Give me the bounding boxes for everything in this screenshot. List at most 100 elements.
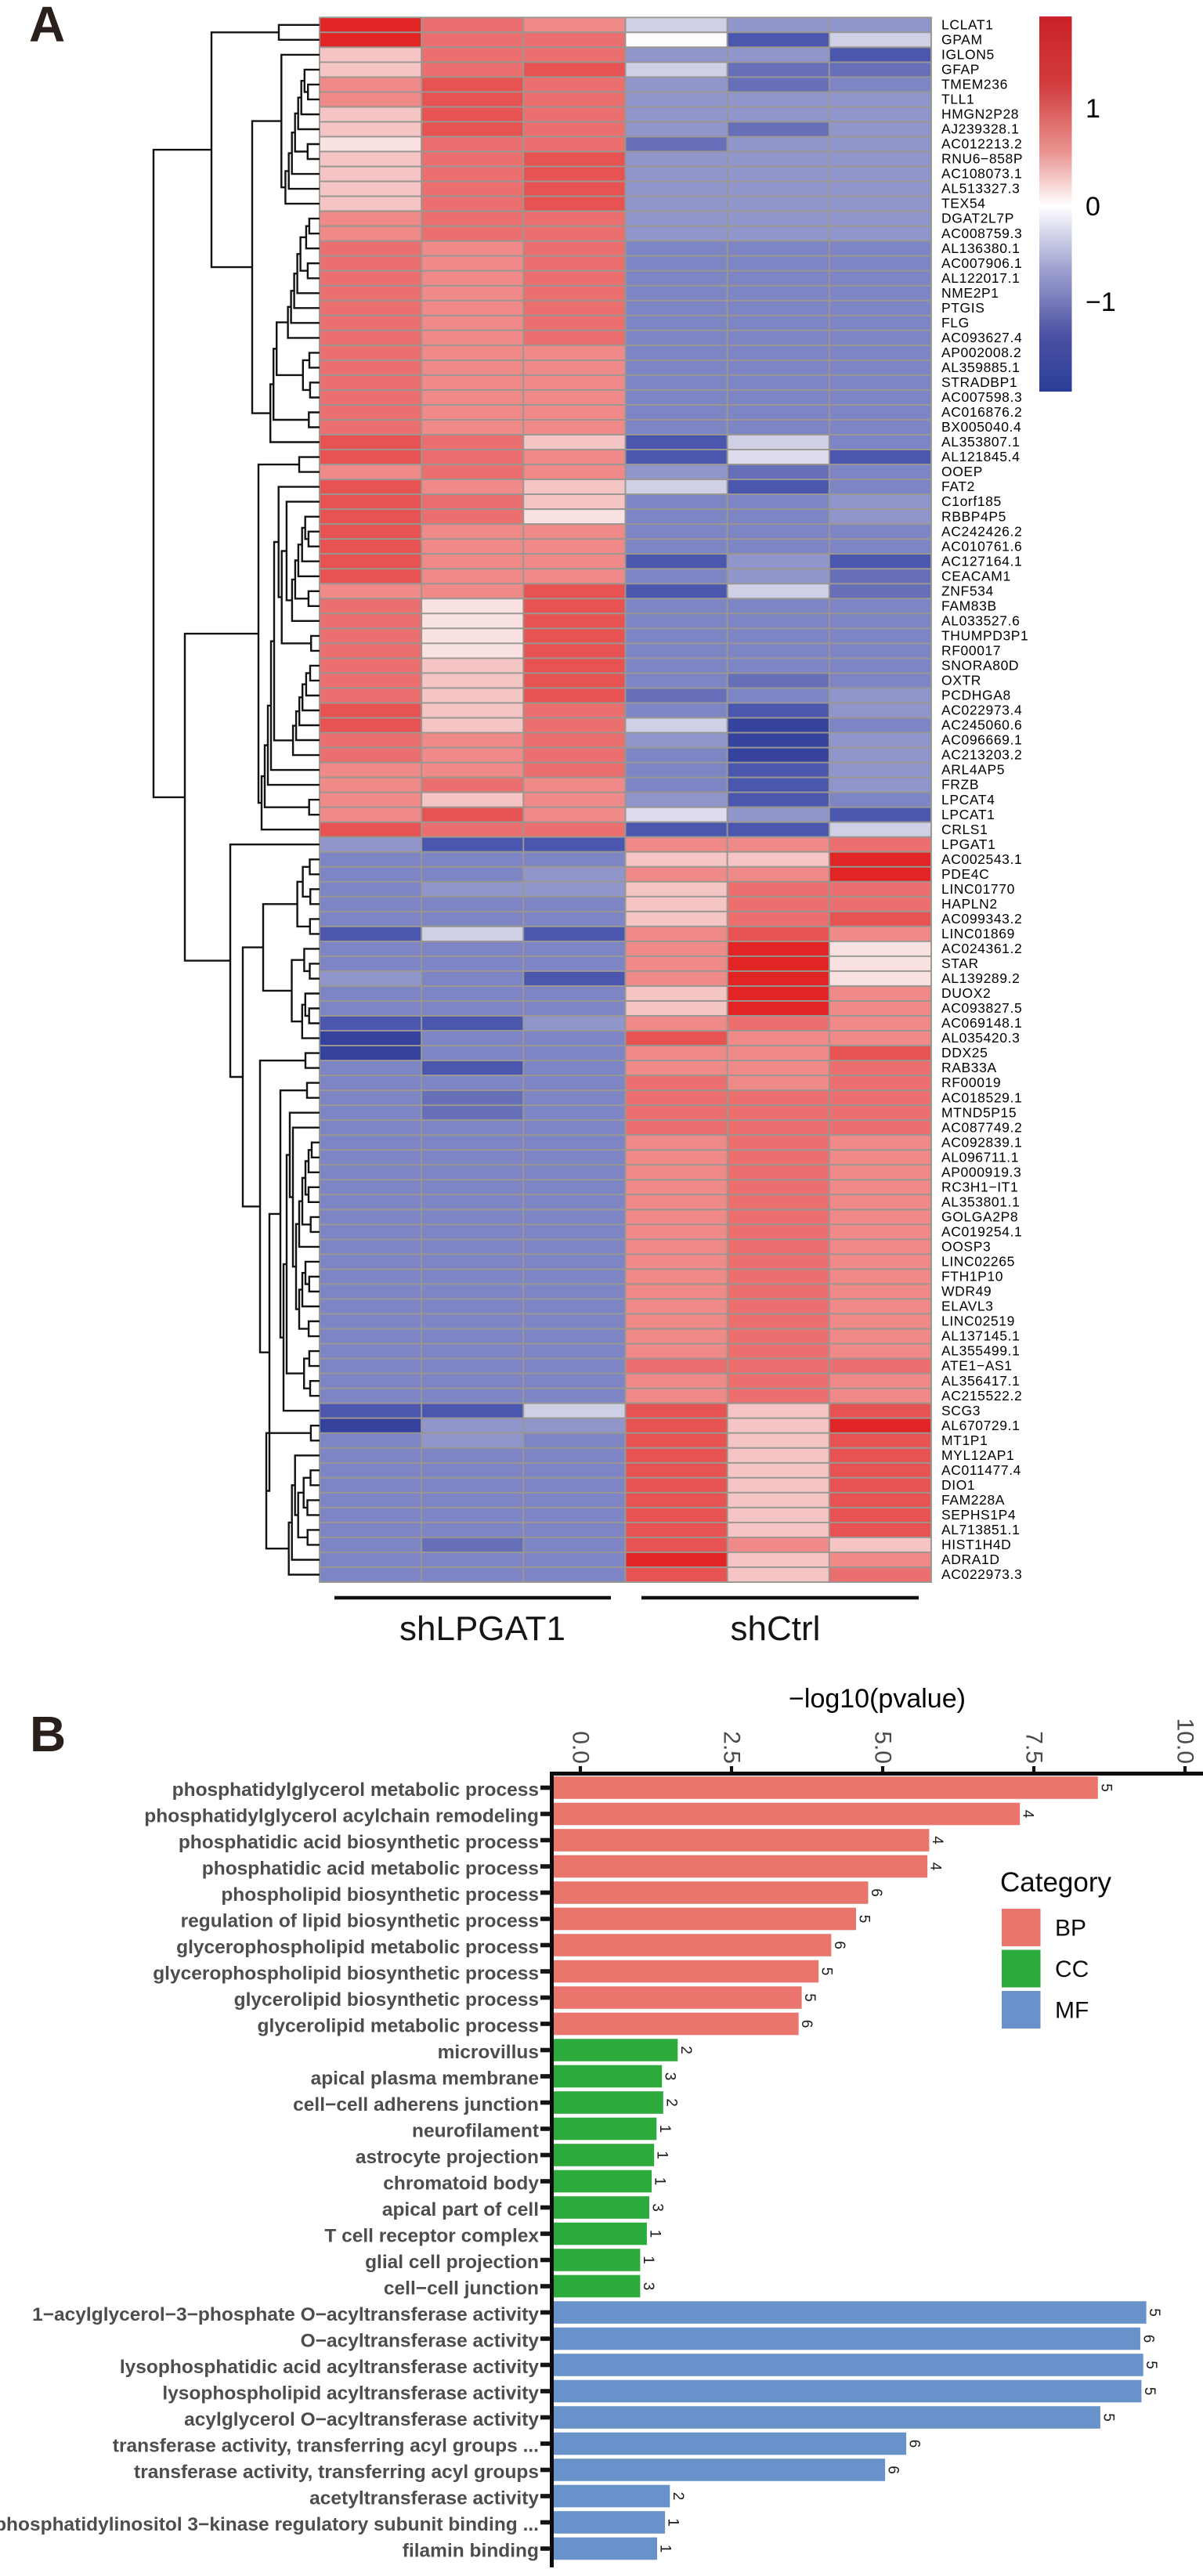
svg-text:TEX54: TEX54 — [941, 196, 986, 211]
svg-text:AC022973.3: AC022973.3 — [941, 1566, 1022, 1582]
svg-text:BP: BP — [1055, 1916, 1086, 1942]
svg-text:AC012213.2: AC012213.2 — [941, 136, 1022, 152]
svg-text:LPGAT1: LPGAT1 — [941, 836, 995, 852]
svg-text:apical plasma membrane: apical plasma membrane — [311, 2068, 539, 2090]
svg-text:AC215522.2: AC215522.2 — [941, 1388, 1022, 1404]
svg-text:cell−cell junction: cell−cell junction — [384, 2278, 539, 2300]
svg-text:AC099343.2: AC099343.2 — [941, 911, 1022, 927]
svg-text:STAR: STAR — [941, 956, 979, 971]
svg-text:ZNF534: ZNF534 — [941, 583, 994, 598]
svg-text:6: 6 — [1140, 2335, 1156, 2343]
svg-text:lysophosphatidic acid acyltran: lysophosphatidic acid acyltransferase ac… — [120, 2357, 540, 2378]
svg-text:FAM228A: FAM228A — [941, 1492, 1005, 1508]
svg-text:AL513327.3: AL513327.3 — [941, 181, 1020, 197]
svg-text:DDX25: DDX25 — [941, 1045, 988, 1060]
svg-text:AC018529.1: AC018529.1 — [941, 1089, 1022, 1105]
svg-text:TLL1: TLL1 — [941, 92, 974, 107]
svg-text:MT1P1: MT1P1 — [941, 1433, 988, 1448]
svg-text:AL035420.3: AL035420.3 — [941, 1030, 1020, 1046]
svg-text:AL137145.1: AL137145.1 — [941, 1328, 1020, 1344]
svg-text:AL359885.1: AL359885.1 — [941, 359, 1020, 375]
svg-text:AC093627.4: AC093627.4 — [941, 330, 1022, 345]
svg-text:0.0: 0.0 — [568, 1731, 594, 1764]
svg-text:phosphatidylinositol 3−kinase: phosphatidylinositol 3−kinase regulatory… — [0, 2514, 539, 2535]
svg-text:1: 1 — [640, 2256, 656, 2264]
svg-text:5: 5 — [1097, 1783, 1114, 1792]
svg-text:RC3H1−IT1: RC3H1−IT1 — [941, 1179, 1018, 1194]
svg-text:1: 1 — [665, 2518, 681, 2527]
svg-text:5: 5 — [801, 1993, 818, 2002]
svg-text:6: 6 — [798, 2020, 815, 2029]
svg-text:DGAT2L7P: DGAT2L7P — [941, 211, 1014, 226]
svg-text:CRLS1: CRLS1 — [941, 822, 988, 837]
svg-text:FLG: FLG — [941, 315, 970, 331]
svg-text:5: 5 — [1146, 2308, 1162, 2317]
svg-text:CC: CC — [1055, 1956, 1089, 1982]
svg-text:4: 4 — [927, 1862, 944, 1871]
svg-text:AC242426.2: AC242426.2 — [941, 523, 1022, 539]
svg-text:astrocyte projection: astrocyte projection — [356, 2147, 539, 2168]
svg-text:AL033527.6: AL033527.6 — [941, 612, 1020, 628]
svg-text:−1: −1 — [1086, 287, 1116, 317]
svg-text:6: 6 — [831, 1941, 847, 1949]
svg-text:AC002543.1: AC002543.1 — [941, 851, 1022, 867]
svg-text:7.5: 7.5 — [1021, 1731, 1047, 1764]
svg-text:AL353801.1: AL353801.1 — [941, 1194, 1020, 1209]
svg-text:FAT2: FAT2 — [941, 479, 975, 494]
svg-text:RF00019: RF00019 — [941, 1075, 1001, 1090]
svg-text:−log10(pvalue): −log10(pvalue) — [789, 1684, 966, 1714]
svg-text:3: 3 — [649, 2203, 666, 2212]
svg-text:cell−cell adherens junction: cell−cell adherens junction — [293, 2094, 539, 2115]
svg-text:AL139289.2: AL139289.2 — [941, 970, 1020, 986]
svg-text:OOSP3: OOSP3 — [941, 1239, 991, 1255]
svg-text:acetyltransferase activity: acetyltransferase activity — [309, 2488, 539, 2509]
svg-text:4: 4 — [929, 1836, 945, 1844]
svg-text:LINC01869: LINC01869 — [941, 926, 1015, 941]
svg-text:AC008759.3: AC008759.3 — [941, 226, 1022, 241]
svg-text:filamin binding: filamin binding — [403, 2541, 539, 2562]
svg-text:AC019254.1: AC019254.1 — [941, 1224, 1022, 1240]
svg-text:1: 1 — [1086, 94, 1100, 124]
svg-text:4: 4 — [1020, 1810, 1036, 1819]
svg-text:1: 1 — [657, 2545, 674, 2553]
svg-text:ARL4AP5: ARL4AP5 — [941, 762, 1005, 778]
svg-text:AC010761.6: AC010761.6 — [941, 538, 1022, 554]
svg-text:1: 1 — [646, 2230, 663, 2238]
svg-text:OXTR: OXTR — [941, 673, 981, 688]
svg-text:transferase activity, transfer: transferase activity, transferring acyl … — [134, 2462, 539, 2483]
svg-text:WDR49: WDR49 — [941, 1284, 992, 1299]
svg-text:RBBP4P5: RBBP4P5 — [941, 508, 1006, 524]
svg-text:ATE1−AS1: ATE1−AS1 — [941, 1358, 1013, 1374]
svg-text:glycerophospholipid biosynthet: glycerophospholipid biosynthetic process — [153, 1964, 539, 1985]
svg-text:0: 0 — [1086, 192, 1100, 222]
svg-text:2: 2 — [677, 2046, 694, 2054]
svg-text:HMGN2P28: HMGN2P28 — [941, 107, 1019, 122]
svg-text:PTGIS: PTGIS — [941, 300, 985, 316]
svg-text:LCLAT1: LCLAT1 — [941, 16, 994, 32]
svg-text:AL355499.1: AL355499.1 — [941, 1343, 1020, 1359]
svg-text:5: 5 — [1141, 2387, 1158, 2396]
svg-text:AL713851.1: AL713851.1 — [941, 1522, 1020, 1537]
svg-text:PCDHGA8: PCDHGA8 — [941, 688, 1011, 703]
svg-text:AC022973.4: AC022973.4 — [941, 703, 1022, 718]
svg-text:NME2P1: NME2P1 — [941, 285, 999, 301]
svg-text:3: 3 — [662, 2072, 678, 2081]
svg-text:SNORA80D: SNORA80D — [941, 658, 1019, 674]
svg-text:AJ239328.1: AJ239328.1 — [941, 121, 1019, 137]
svg-text:6: 6 — [906, 2440, 923, 2448]
svg-text:LPCAT4: LPCAT4 — [941, 792, 995, 807]
svg-text:AL096711.1: AL096711.1 — [941, 1149, 1019, 1165]
svg-text:AC087749.2: AC087749.2 — [941, 1119, 1022, 1135]
svg-text:3: 3 — [640, 2282, 656, 2291]
svg-text:CEACAM1: CEACAM1 — [941, 568, 1011, 583]
svg-text:MF: MF — [1055, 1998, 1089, 2024]
svg-text:glycerolipid biosynthetic proc: glycerolipid biosynthetic process — [234, 1989, 539, 2011]
svg-text:MTND5P15: MTND5P15 — [941, 1104, 1017, 1120]
svg-text:1: 1 — [654, 2151, 670, 2159]
svg-text:IGLON5: IGLON5 — [941, 47, 995, 63]
svg-text:chromatoid body: chromatoid body — [383, 2173, 539, 2195]
svg-text:AC007906.1: AC007906.1 — [941, 255, 1022, 271]
svg-text:5: 5 — [1143, 2361, 1159, 2369]
svg-text:AL122017.1: AL122017.1 — [941, 270, 1020, 286]
svg-text:phosphatidylglycerol metabolic: phosphatidylglycerol metabolic process — [172, 1779, 539, 1801]
